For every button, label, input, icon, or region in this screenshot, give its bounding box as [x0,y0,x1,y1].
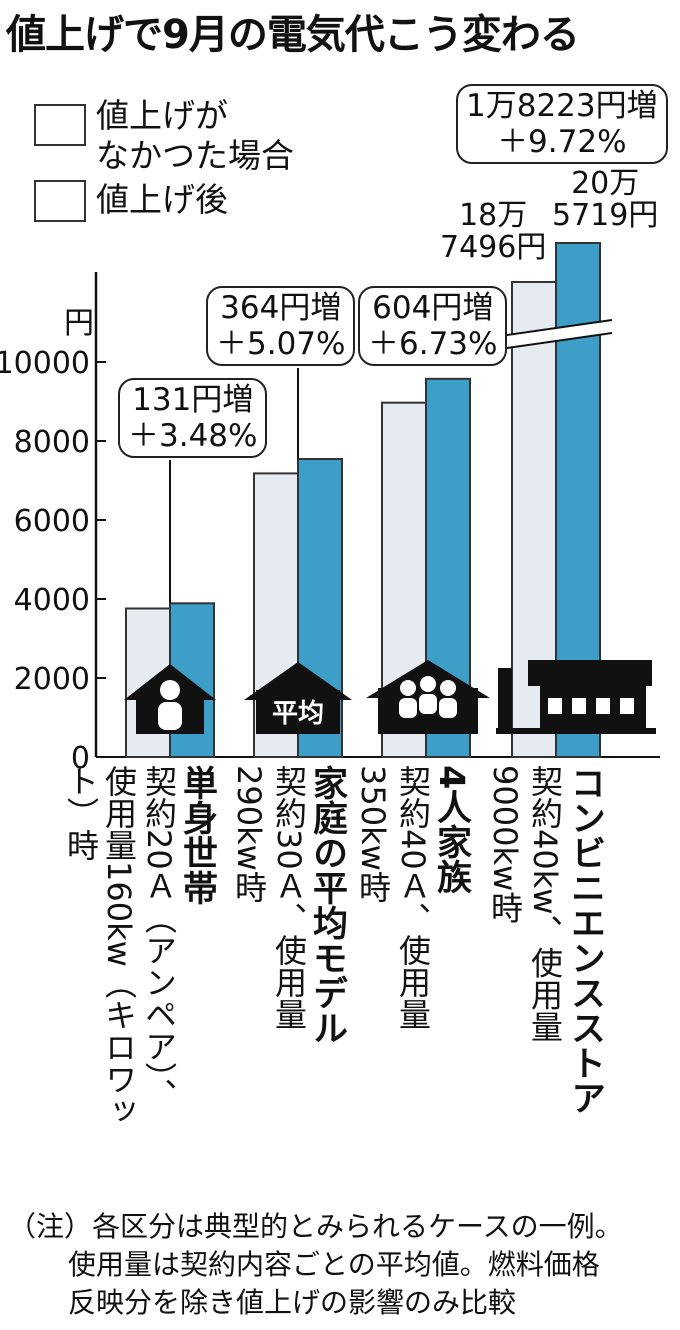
callout-average: 364円増 ＋5.07% [206,286,356,366]
house-family-icon-head [420,676,436,692]
convenience-store-icon-window [548,698,562,714]
house-average-icon-label: 平均 [272,699,324,729]
footnote-line-2: 使用量は契約内容ごとの平均値。燃料価格 [68,1248,600,1281]
y-tick-label: 0 [71,741,90,776]
category-family-name: 4人家族 [431,765,471,895]
callout-single: 131円増 ＋3.48% [118,378,268,458]
convenience-store-icon-window [620,698,634,714]
convenience-store-icon-base [496,728,656,734]
category-single-detail-2: 使用量160kw（キロワッ [100,765,138,1127]
store-after-value-line2: 5719円 [552,198,659,233]
house-person-icon-torso [158,702,182,730]
y-tick-label: 2000 [14,662,90,697]
footnote-line-1: （注）各区分は典型的とみられるケースの一例。 [8,1210,623,1243]
callout-family-amount: 604円増 [372,290,494,326]
convenience-store-icon-roof [528,660,652,686]
house-family-icon-head [440,680,456,696]
legend-label-after: 値上げ後 [96,180,228,219]
category-single-detail-3: ト）時 [62,765,100,861]
house-average-icon-body [256,690,340,734]
legend-swatch-before [34,104,86,146]
y-tick-label: 8000 [14,425,90,460]
legend-item-before: 値上げが なかつた場合 [34,96,294,176]
chart-title: 値上げで9月の電気代こう変わる [6,12,580,58]
house-person-icon-head [160,680,180,700]
store-before-value-line1: 18万 [459,198,528,233]
footnote: （注）各区分は典型的とみられるケースの一例。 使用量は契約内容ごとの平均値。燃料… [8,1208,623,1322]
house-family-icon-person [399,698,417,718]
house-family-icon-person [419,694,437,714]
y-tick-label: 10000 [0,346,90,381]
house-family-icon-head [400,680,416,696]
callout-single-amount: 131円増 [132,382,254,418]
callout-store-percent: ＋9.72% [497,124,627,160]
callout-average-percent: ＋5.07% [216,326,346,362]
convenience-store-icon-window [596,698,610,714]
callout-average-amount: 364円増 [220,290,342,326]
callout-family: 604円増 ＋6.73% [358,286,508,366]
category-store-detail-2: 9000kw時 [486,765,524,924]
y-tick-label: 4000 [14,583,90,618]
store-after-value-line1: 20万 [571,166,640,201]
convenience-store-icon-sign [498,668,512,728]
callout-store-amount: 1万8223円増 [466,88,658,124]
legend-label-before: 値上げが なかつた場合 [96,96,294,175]
category-family-detail-2: 350kw時 [354,765,392,903]
category-average-name: 家庭の平均モデル [307,765,347,1045]
category-store-name: コンビニエンスストア [565,765,605,1115]
store-after-value-label: 20万 5719円 [552,168,658,232]
house-family-icon-person [439,698,457,718]
legend-item-after: 値上げ後 [34,180,228,222]
axis-break-gap [500,320,612,349]
convenience-store-icon-window [572,698,586,714]
legend-swatch-after [34,180,86,222]
category-single-name: 単身世帯 [177,765,217,905]
category-family-detail-1: 契約40Ａ、使用量 [394,765,432,1030]
y-axis-unit-label: 円 [64,306,94,341]
category-store-detail-1: 契約40kw、使用量 [526,765,564,1043]
category-average-detail-2: 290kw時 [230,765,268,903]
bar-chart: 0 2000 4000 6000 8000 10000 円平均 [0,242,660,776]
y-tick-label: 6000 [14,504,90,539]
axis-break-line-lower [499,332,613,350]
category-single-detail-1: 契約20Ａ（アンペア）、 [140,765,178,1110]
callout-single-percent: ＋3.48% [128,418,258,454]
footnote-line-3: 反映分を除き値上げの影響のみ比較 [68,1286,517,1319]
store-before-value-line2: 7496円 [440,230,547,265]
category-average-detail-1: 契約30Ａ、使用量 [270,765,308,1030]
axis-break-line-upper [499,319,613,337]
store-before-value-label: 18万 7496円 [440,200,546,264]
callout-family-percent: ＋6.73% [368,326,498,362]
callout-store: 1万8223円増 ＋9.72% [456,84,668,164]
